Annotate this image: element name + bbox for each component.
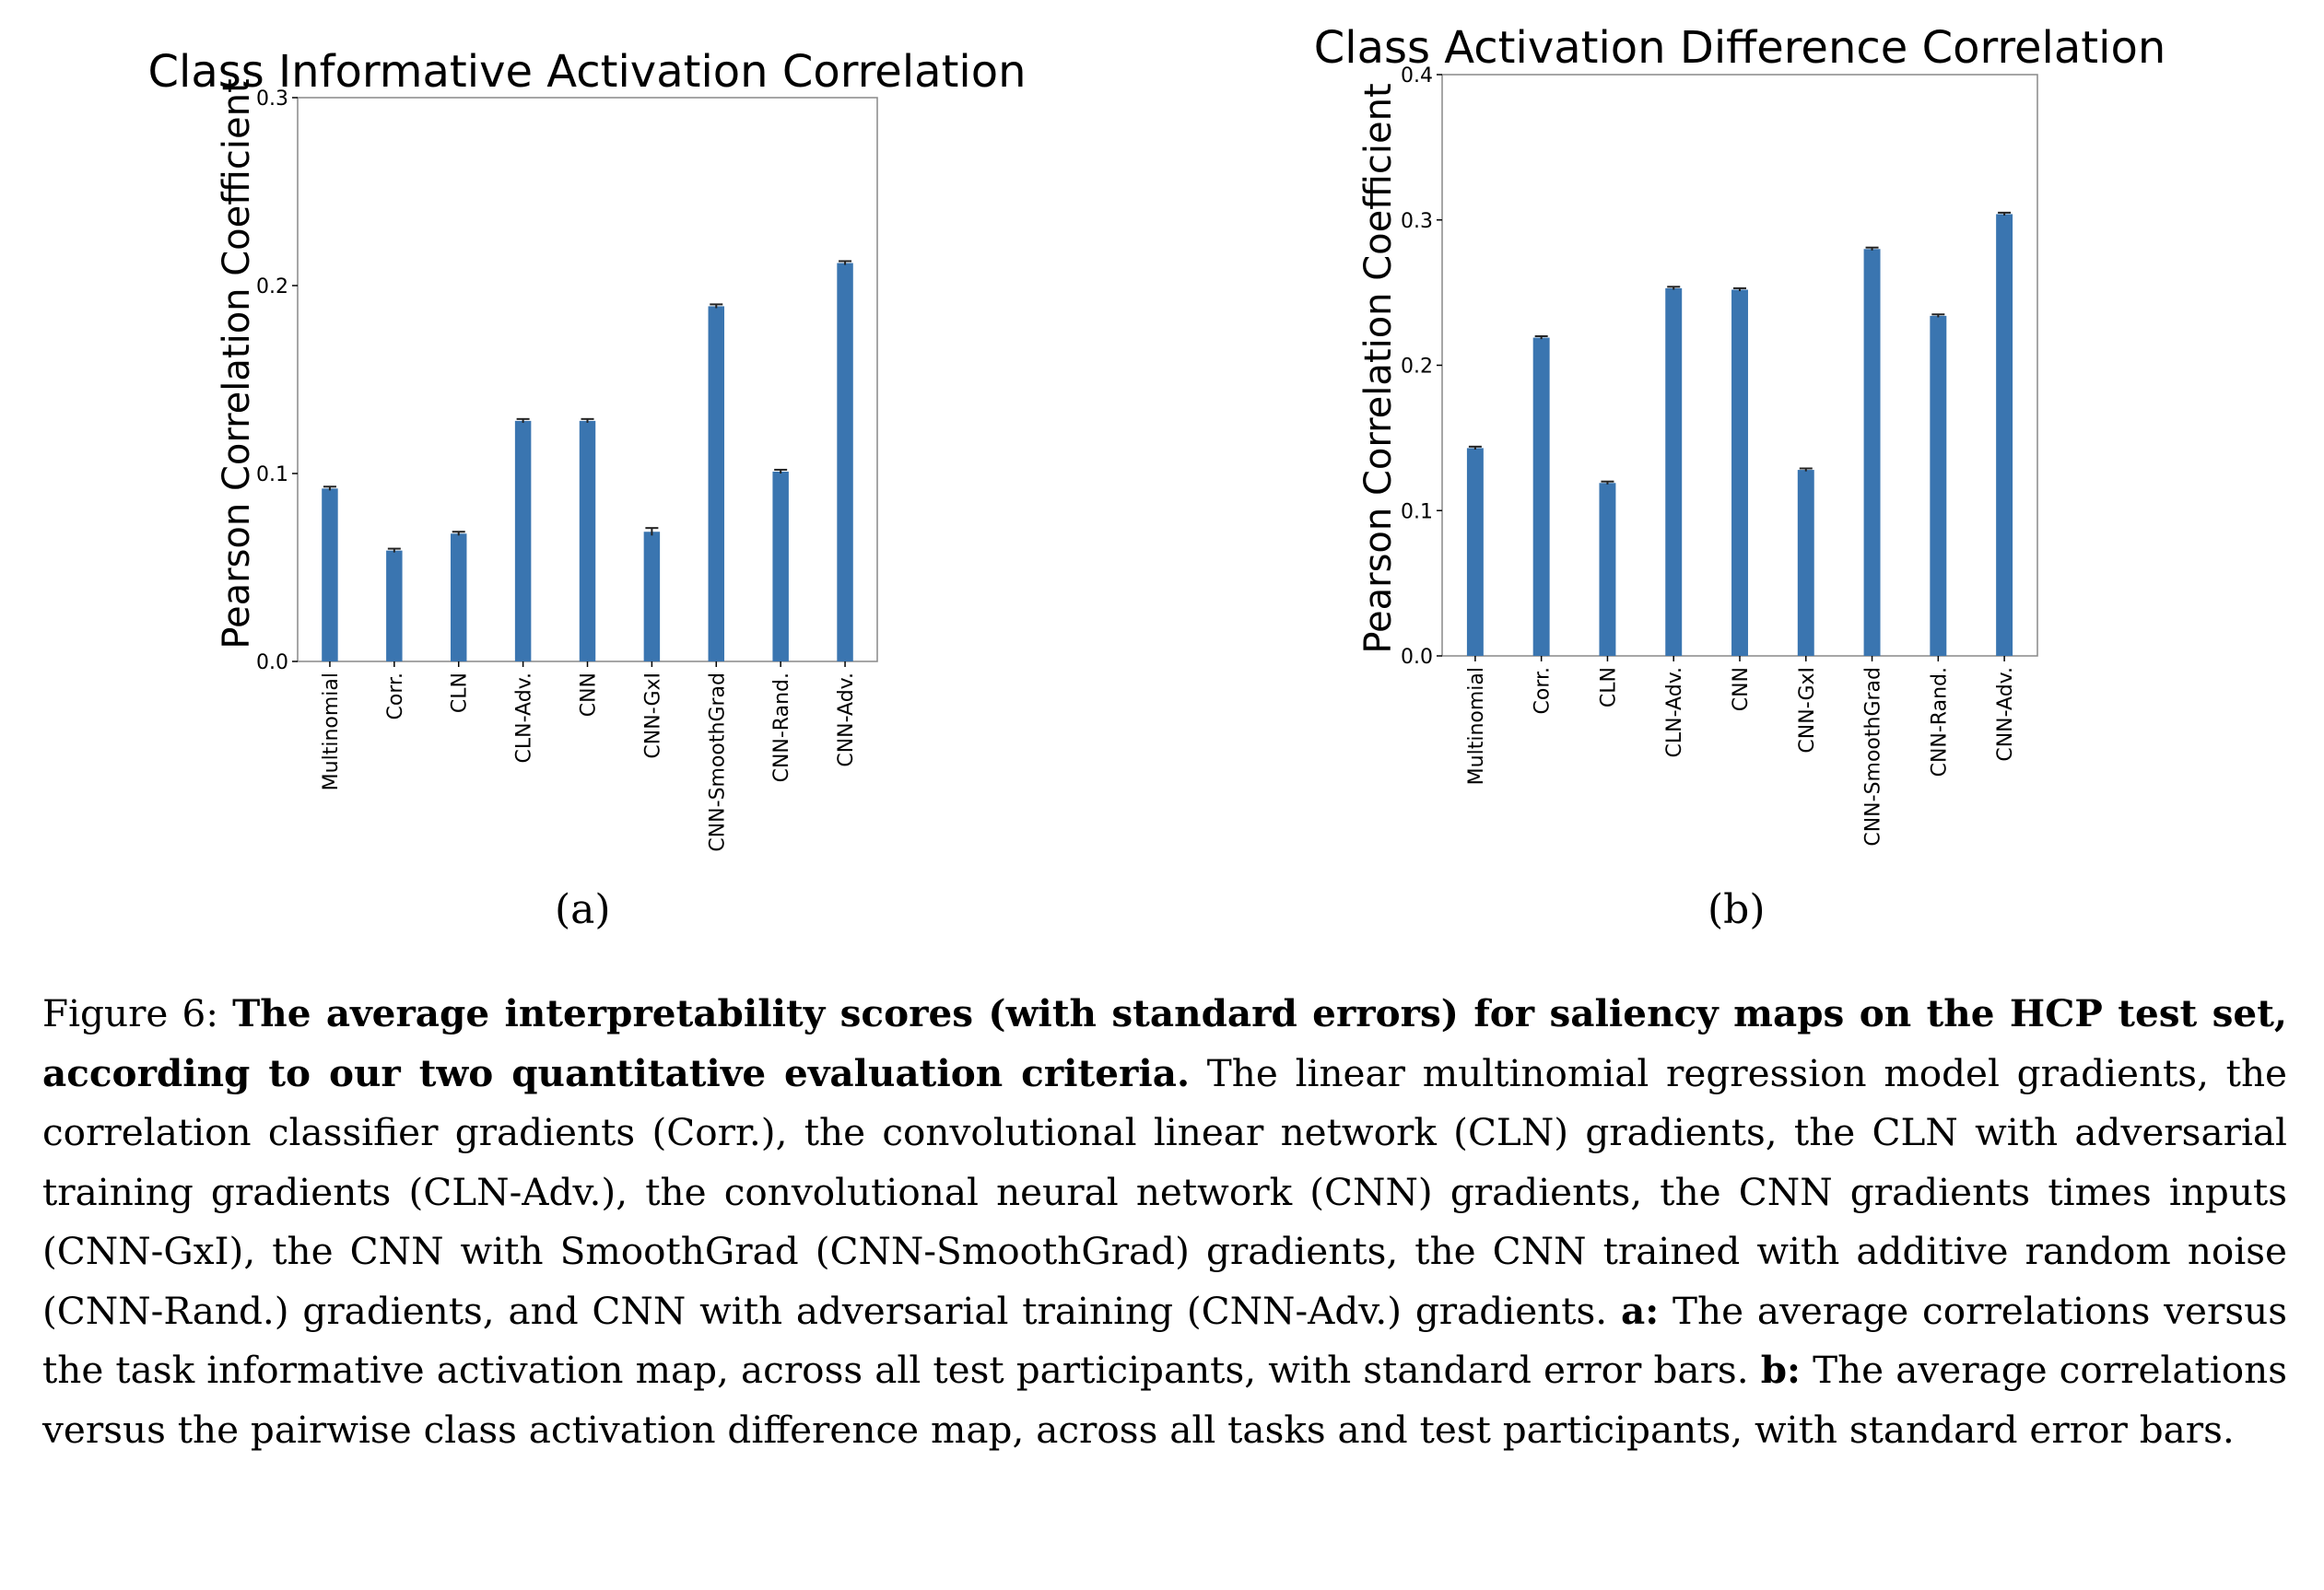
plot-area: 0.0 0.1 0.2 0.3 0.4 Multinomial Corr. CLN CLN-Ad… (1401, 64, 2038, 847)
bar (837, 263, 853, 661)
bar (1599, 483, 1616, 656)
subfigure-label-a: (a) (555, 886, 611, 933)
bar (708, 306, 725, 661)
x-tick-label: CNN (1730, 667, 1753, 711)
caption-body: The linear multinomial regression model … (42, 1050, 2287, 1333)
x-tick-label: CLN (1597, 667, 1620, 707)
bar (772, 471, 789, 661)
bar (322, 488, 338, 661)
chart-a: Class Informative Activation Correlation… (147, 46, 1026, 852)
x-tick-label: CNN-Adv. (835, 672, 858, 767)
bar (450, 533, 467, 661)
caption-a-text: The average correlations versus the task… (42, 1288, 2288, 1393)
caption-a-label: a: (1620, 1288, 1660, 1333)
bar (1665, 287, 1683, 656)
x-tick-label: CLN (449, 672, 472, 713)
plot-area: 0.0 0.1 0.2 0.3 Multinomial Corr. CLN CLN-Adv. C… (256, 88, 878, 852)
subfigure-label-b: (b) (1708, 886, 1766, 933)
bar (1863, 249, 1881, 656)
y-axis-label: Pearson Correlation Coefficient (216, 78, 258, 649)
y-tick-label: 0.3 (1401, 210, 1433, 233)
bar (1996, 214, 2013, 656)
figure-caption: Figure 6: The average interpretability s… (42, 984, 2287, 1459)
y-tick-label: 0.0 (1401, 646, 1433, 669)
y-tick-label: 0.2 (256, 275, 288, 298)
x-tick-label: CNN-Adv. (1994, 667, 2017, 762)
x-tick-label: Multinomial (320, 672, 343, 790)
caption-b-text: The average correlations versus the pair… (42, 1348, 2288, 1452)
bar (1731, 289, 1748, 656)
y-tick-label: 0.3 (256, 88, 288, 111)
bar (1466, 448, 1484, 656)
x-tick-label: Corr. (1532, 667, 1555, 715)
x-tick-label: CLN-Adv. (513, 672, 536, 763)
bar (643, 532, 661, 661)
caption-bold-title: The average interpretability scores (wit… (42, 991, 2287, 1095)
y-tick-label: 0.4 (1401, 64, 1433, 88)
chart-b: Class Activation Difference Correlation … (1314, 22, 2166, 847)
x-tick-label: Corr. (384, 672, 407, 720)
y-tick-label: 0.1 (256, 463, 288, 486)
x-tick-label: CNN-GxI (1796, 667, 1819, 754)
bar (1532, 337, 1550, 656)
chart-title: Class Informative Activation Correlation (147, 46, 1026, 98)
x-tick-label: CLN-Adv. (1663, 667, 1686, 757)
caption-b-label: b: (1760, 1348, 1801, 1392)
bar (514, 420, 532, 661)
chart-title: Class Activation Difference Correlation (1314, 22, 2166, 74)
y-tick-label: 0.0 (256, 651, 288, 674)
bar (579, 420, 596, 661)
bar (1930, 315, 1947, 656)
x-tick-label: CNN-SmoothGrad (1862, 667, 1885, 847)
y-tick-label: 0.2 (1401, 356, 1433, 379)
y-tick-label: 0.1 (1401, 500, 1433, 523)
x-tick-label: CNN (578, 672, 601, 717)
x-tick-label: CNN-Rand. (1928, 667, 1951, 777)
x-tick-label: CNN-GxI (641, 672, 664, 759)
x-tick-label: Multinomial (1465, 667, 1488, 785)
y-axis-label: Pearson Correlation Coefficient (1357, 83, 1400, 653)
figure-label: Figure 6: (42, 991, 218, 1035)
x-tick-label: CNN-SmoothGrad (706, 672, 729, 852)
bar (386, 550, 403, 661)
bar (1797, 470, 1814, 656)
x-tick-label: CNN-Rand. (770, 672, 793, 782)
